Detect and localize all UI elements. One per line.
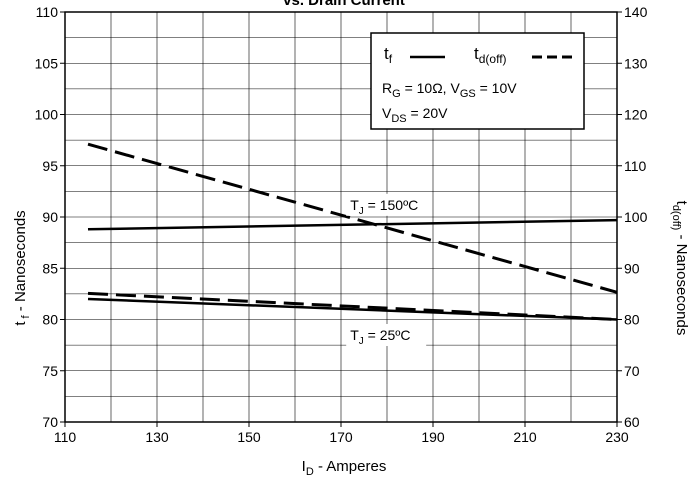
annotation-sub: J	[359, 206, 364, 217]
series-line-tf-0	[87, 218, 618, 231]
y-right-tick-label: 110	[624, 158, 647, 174]
legend-entry-tf-label: tf	[384, 44, 393, 66]
y-right-tick-label: 80	[624, 312, 640, 328]
y-left-tick-label: 105	[35, 55, 59, 71]
legend: tf td(off) RG = 10Ω, VGS = 10V VDS = 20V	[370, 32, 585, 130]
annotation-bg	[346, 193, 427, 216]
legend-condition-part: R	[382, 80, 392, 96]
legend-condition-part: = 20V	[407, 105, 449, 121]
x-axis-title-sub: D	[306, 466, 314, 478]
x-tick-label: 230	[605, 429, 629, 445]
legend-condition-part: GS	[460, 88, 476, 100]
y-left-tick-label: 70	[42, 414, 58, 430]
y-left-tick-label: 80	[42, 312, 58, 328]
y-axis-left-title: t f - Nanoseconds	[12, 210, 32, 325]
annotation-rest: = 150ºC	[364, 197, 419, 213]
annotation-sub: J	[359, 336, 364, 347]
legend-entry-tdoff-label: td(off)	[474, 44, 507, 66]
x-tick-label: 170	[329, 429, 353, 445]
legend-box	[370, 32, 585, 130]
y-axis-right-title-sub: d(off)	[670, 205, 682, 230]
x-axis-title-main: I	[302, 458, 306, 475]
x-tick-label: 210	[513, 429, 537, 445]
legend-condition-part: = 10Ω, V	[401, 80, 461, 96]
annotation-main: T	[350, 197, 359, 213]
series-line-tdoff-3	[87, 291, 618, 321]
annotation-label-1: TJ = 25ºC	[350, 327, 410, 347]
x-tick-label: 190	[421, 429, 445, 445]
annotation-bg	[346, 324, 427, 346]
y-left-tick-label: 75	[42, 363, 58, 379]
annotation-rest: = 25ºC	[364, 327, 411, 343]
x-tick-label: 150	[237, 429, 261, 445]
legend-condition-rg-vgs: RG = 10Ω, VGS = 10V	[382, 80, 517, 100]
y-axis-right-title: td(off) - Nanoseconds	[670, 201, 689, 336]
legend-entry-tdoff-main: t	[474, 44, 479, 63]
x-axis-title: ID - Amperes	[302, 458, 387, 478]
legend-condition-part: = 10V	[476, 80, 518, 96]
y-axis-right-title-rest: - Nanoseconds	[673, 230, 689, 335]
legend-condition-vds: VDS = 20V	[382, 105, 448, 125]
y-right-tick-label: 60	[624, 414, 640, 430]
y-axis-left-title-rest: - Nanoseconds	[12, 210, 29, 315]
y-left-tick-label: 90	[42, 209, 58, 225]
y-right-tick-label: 100	[624, 209, 648, 225]
y-right-tick-label: 90	[624, 260, 640, 276]
x-tick-label: 110	[54, 429, 77, 445]
series-line-tf-2	[87, 297, 618, 321]
y-left-tick-label: 95	[42, 158, 58, 174]
y-left-tick-label: 85	[42, 260, 58, 276]
y-right-tick-label: 140	[624, 4, 648, 20]
legend-condition-part: V	[382, 105, 392, 121]
y-left-tick-label: 110	[36, 4, 59, 20]
axis-ticks: 110 130 150 170 190 210 230 70 75 80 85 90 95 100 105 1…	[35, 4, 648, 445]
series-lines	[87, 142, 618, 321]
legend-entry-tdoff-sub: d(off)	[479, 52, 507, 66]
y-right-tick-label: 130	[624, 55, 648, 71]
y-right-tick-label: 70	[624, 363, 640, 379]
y-axis-left-title-sub: f	[20, 314, 32, 321]
legend-entry-tf-sub: f	[389, 52, 393, 66]
x-axis-title-rest: - Amperes	[314, 458, 387, 475]
legend-entry-tf-main: t	[384, 44, 389, 63]
series-line-tdoff-1	[87, 142, 618, 294]
annotation-label-0: TJ = 150ºC	[350, 197, 418, 217]
legend-condition-part: DS	[391, 113, 406, 125]
y-axis-right-title-main: t	[673, 201, 689, 206]
y-left-tick-label: 100	[35, 107, 59, 123]
annotation-main: T	[350, 327, 359, 343]
y-axis-left-title-main: t	[12, 321, 29, 326]
y-right-tick-label: 120	[624, 107, 648, 123]
chart-title: vs. Drain Current	[283, 0, 405, 9]
x-tick-label: 130	[145, 429, 169, 445]
legend-condition-part: G	[392, 88, 401, 100]
